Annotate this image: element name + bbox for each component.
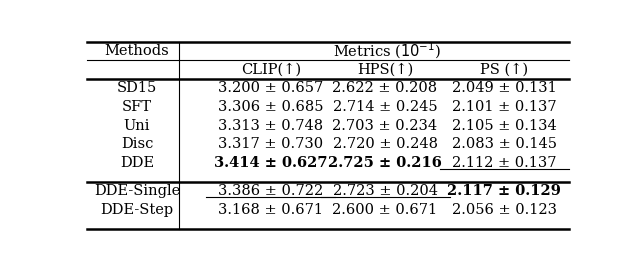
Text: 2.083 ± 0.145: 2.083 ± 0.145 — [452, 137, 557, 152]
Text: 2.720 ± 0.248: 2.720 ± 0.248 — [333, 137, 438, 152]
Text: 2.056 ± 0.123: 2.056 ± 0.123 — [452, 203, 557, 217]
Text: Metrics ($10^{-1}$): Metrics ($10^{-1}$) — [333, 41, 442, 61]
Text: CLIP(↑): CLIP(↑) — [241, 63, 301, 77]
Text: PS (↑): PS (↑) — [480, 63, 528, 77]
Text: 3.168 ± 0.671: 3.168 ± 0.671 — [218, 203, 323, 217]
Text: 3.306 ± 0.685: 3.306 ± 0.685 — [218, 100, 324, 114]
Text: 2.622 ± 0.208: 2.622 ± 0.208 — [332, 81, 438, 95]
Text: SD15: SD15 — [117, 81, 157, 95]
Text: DDE-Step: DDE-Step — [100, 203, 173, 217]
Text: 2.714 ± 0.245: 2.714 ± 0.245 — [333, 100, 437, 114]
Text: DDE-Single: DDE-Single — [94, 184, 180, 198]
Text: 3.414 ± 0.627: 3.414 ± 0.627 — [214, 156, 328, 170]
Text: 2.049 ± 0.131: 2.049 ± 0.131 — [452, 81, 556, 95]
Text: 2.725 ± 0.216: 2.725 ± 0.216 — [328, 156, 442, 170]
Text: Methods: Methods — [105, 44, 170, 58]
Text: 3.317 ± 0.730: 3.317 ± 0.730 — [218, 137, 324, 152]
Text: Uni: Uni — [124, 119, 150, 133]
Text: HPS(↑): HPS(↑) — [357, 63, 413, 77]
Text: 3.313 ± 0.748: 3.313 ± 0.748 — [218, 119, 324, 133]
Text: 2.703 ± 0.234: 2.703 ± 0.234 — [332, 119, 438, 133]
Text: DDE: DDE — [120, 156, 154, 170]
Text: 2.117 ± 0.129: 2.117 ± 0.129 — [447, 184, 561, 198]
Text: SFT: SFT — [122, 100, 152, 114]
Text: Disc: Disc — [121, 137, 153, 152]
Text: 2.600 ± 0.671: 2.600 ± 0.671 — [332, 203, 438, 217]
Text: 3.386 ± 0.722: 3.386 ± 0.722 — [218, 184, 324, 198]
Text: 2.112 ± 0.137: 2.112 ± 0.137 — [452, 156, 556, 170]
Text: 2.101 ± 0.137: 2.101 ± 0.137 — [452, 100, 556, 114]
Text: 3.200 ± 0.657: 3.200 ± 0.657 — [218, 81, 324, 95]
Text: 2.105 ± 0.134: 2.105 ± 0.134 — [452, 119, 556, 133]
Text: 2.723 ± 0.204: 2.723 ± 0.204 — [333, 184, 438, 198]
